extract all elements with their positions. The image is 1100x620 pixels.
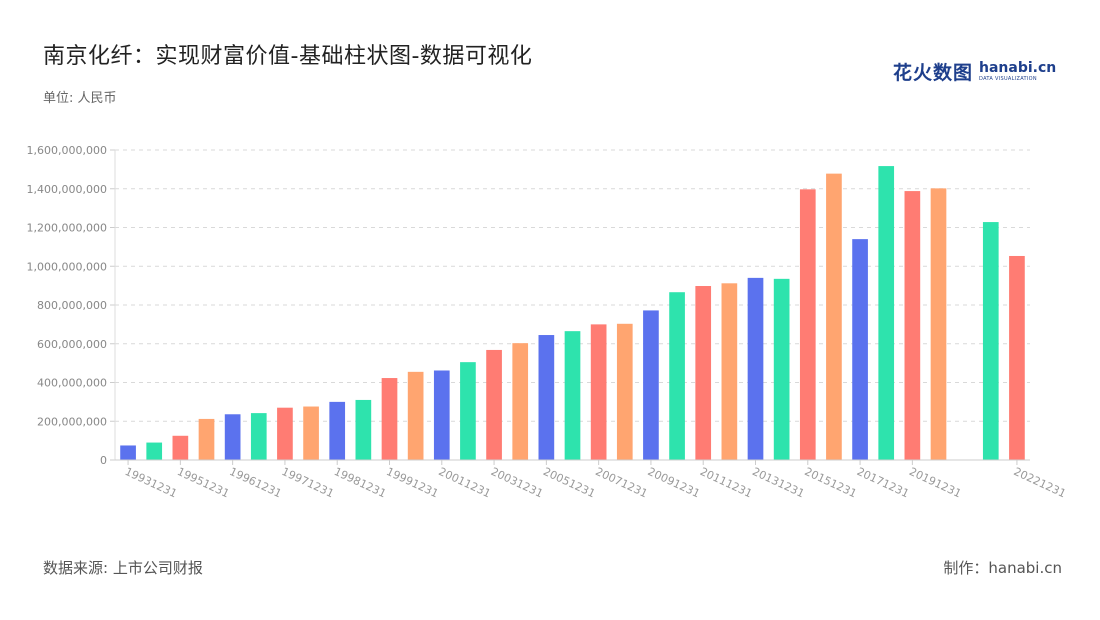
y-tick-label: 1,400,000,000: [27, 183, 107, 196]
y-tick-label: 0: [100, 454, 107, 467]
bar[interactable]: [590, 324, 607, 460]
bar[interactable]: [433, 370, 450, 460]
bar[interactable]: [982, 222, 999, 460]
bar[interactable]: [277, 407, 293, 460]
bar[interactable]: [826, 173, 842, 460]
brand-logo-en-main: hanabi.cn: [979, 60, 1057, 76]
x-tick-label: 19991231: [384, 465, 440, 500]
bar[interactable]: [904, 191, 921, 460]
bar[interactable]: [172, 435, 189, 460]
y-tick-label: 1,000,000,000: [27, 260, 107, 273]
bar[interactable]: [930, 188, 947, 461]
bar[interactable]: [120, 445, 136, 460]
x-tick-label: 19971231: [280, 465, 336, 500]
bar[interactable]: [1009, 255, 1025, 460]
x-tick-label: 19951231: [175, 465, 231, 500]
x-tick-label: 19931231: [123, 465, 179, 500]
bar[interactable]: [198, 418, 215, 460]
x-tick-label: 20191231: [907, 465, 963, 500]
maker-credit: 制作：hanabi.cn: [943, 559, 1062, 577]
x-tick-label: 20111231: [698, 465, 754, 500]
x-tick-label: 20131231: [750, 465, 806, 500]
x-tick-label: 20051231: [541, 465, 597, 500]
bar[interactable]: [669, 292, 685, 460]
x-tick-label: 20031231: [489, 465, 545, 500]
x-tick-label: 19981231: [332, 465, 388, 500]
bar[interactable]: [721, 283, 738, 460]
bar[interactable]: [512, 343, 529, 460]
x-tick-label: 20221231: [1012, 465, 1068, 500]
bar[interactable]: [407, 371, 424, 460]
bar[interactable]: [878, 166, 895, 461]
bar[interactable]: [381, 378, 398, 460]
unit-label: 单位: 人民币: [43, 91, 117, 106]
brand-logo: 花火数图 hanabi.cn DATA VISUALIZATION: [893, 58, 1056, 85]
y-axis: 0 200,000,000 400,000,000 600,000,000 800,00…: [27, 144, 116, 467]
bar[interactable]: [747, 277, 764, 460]
y-tick-label: 400,000,000: [37, 377, 107, 390]
bar[interactable]: [799, 189, 816, 461]
brand-logo-cn: 花火数图: [893, 62, 974, 84]
bar[interactable]: [538, 335, 555, 460]
bar[interactable]: [303, 406, 319, 460]
bar[interactable]: [616, 323, 633, 460]
y-tick-label: 200,000,000: [37, 415, 107, 428]
x-tick-label: 20011231: [437, 465, 493, 500]
x-axis: 1993123119951231199612311997123119981231…: [115, 459, 1068, 500]
x-tick-label: 20071231: [593, 465, 649, 500]
x-tick-label: 20091231: [646, 465, 702, 500]
bar[interactable]: [852, 239, 868, 460]
bar[interactable]: [329, 401, 346, 460]
brand-logo-en: hanabi.cn DATA VISUALIZATION: [979, 61, 1056, 82]
bar[interactable]: [773, 278, 790, 460]
bar[interactable]: [146, 442, 163, 460]
x-tick-label: 19961231: [227, 465, 283, 500]
bar[interactable]: [643, 310, 659, 460]
bar[interactable]: [486, 349, 502, 460]
x-tick-label: 20171231: [855, 465, 911, 500]
bar[interactable]: [695, 286, 712, 460]
bars: [120, 166, 1025, 461]
bar[interactable]: [355, 399, 372, 460]
y-tick-label: 1,200,000,000: [27, 222, 107, 235]
y-tick-label: 1,600,000,000: [27, 144, 107, 157]
bar[interactable]: [250, 413, 267, 460]
y-tick-label: 600,000,000: [37, 338, 107, 351]
bar[interactable]: [224, 414, 241, 460]
bar[interactable]: [564, 331, 581, 460]
x-tick-label: 20151231: [803, 465, 859, 500]
brand-logo-en-sub: DATA VISUALIZATION: [979, 76, 1037, 82]
data-source: 数据来源: 上市公司财报: [43, 559, 203, 577]
y-tick-label: 800,000,000: [37, 299, 107, 312]
chart-title: 南京化纤：实现财富价值-基础柱状图-数据可视化: [43, 44, 533, 69]
bar[interactable]: [460, 362, 476, 460]
